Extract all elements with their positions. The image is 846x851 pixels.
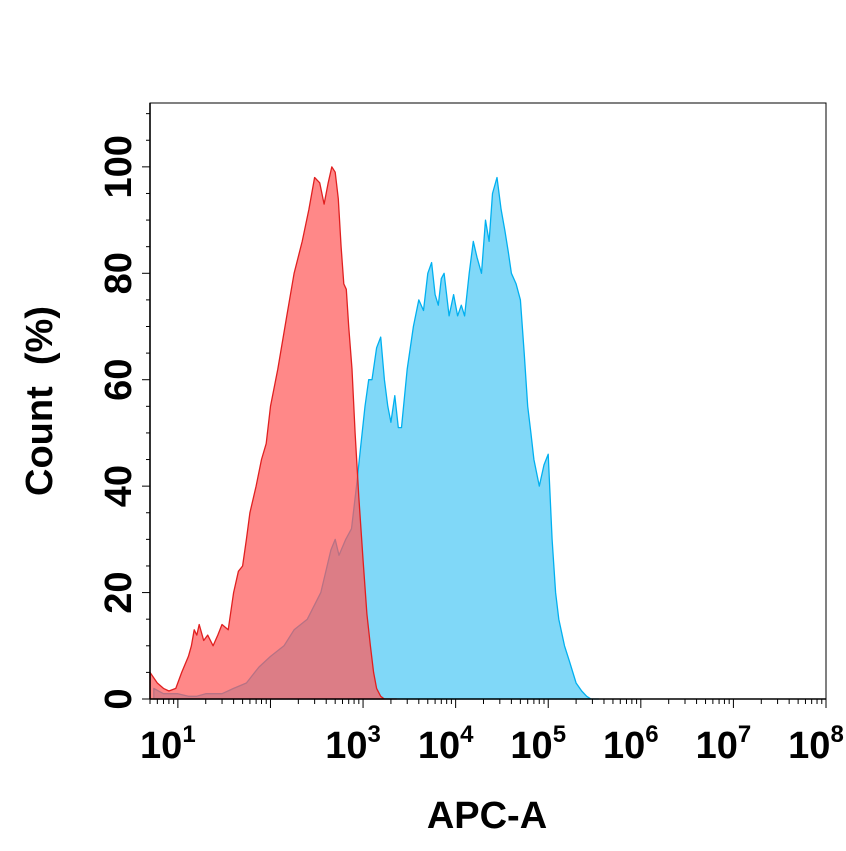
y-tick-label: 40 bbox=[98, 465, 140, 507]
x-tick-label: 107 bbox=[696, 721, 752, 767]
y-tick-label: 0 bbox=[98, 688, 140, 709]
y-tick-label: 20 bbox=[98, 571, 140, 613]
x-tick-label: 106 bbox=[603, 721, 659, 767]
x-axis-title: APC-A bbox=[427, 795, 547, 837]
x-tick-label: 105 bbox=[510, 721, 566, 767]
series-1-area bbox=[153, 176, 600, 700]
x-tick-label: 108 bbox=[788, 721, 844, 767]
plot-series-layer bbox=[149, 166, 600, 700]
series-2-area bbox=[149, 166, 398, 700]
x-tick-label: 104 bbox=[418, 721, 474, 767]
y-tick-label: 100 bbox=[98, 135, 140, 198]
y-tick-label: 80 bbox=[98, 252, 140, 294]
tick-layer bbox=[142, 113, 827, 708]
y-axis-title: Count (%) bbox=[19, 306, 61, 496]
x-tick-label: 101 bbox=[140, 721, 196, 767]
tick-label-layer: 0 20 40 60 80 100 101 103 104 105 106 107 108 bbox=[98, 135, 844, 767]
x-tick-label: 103 bbox=[325, 721, 381, 767]
y-tick-label: 60 bbox=[98, 359, 140, 401]
